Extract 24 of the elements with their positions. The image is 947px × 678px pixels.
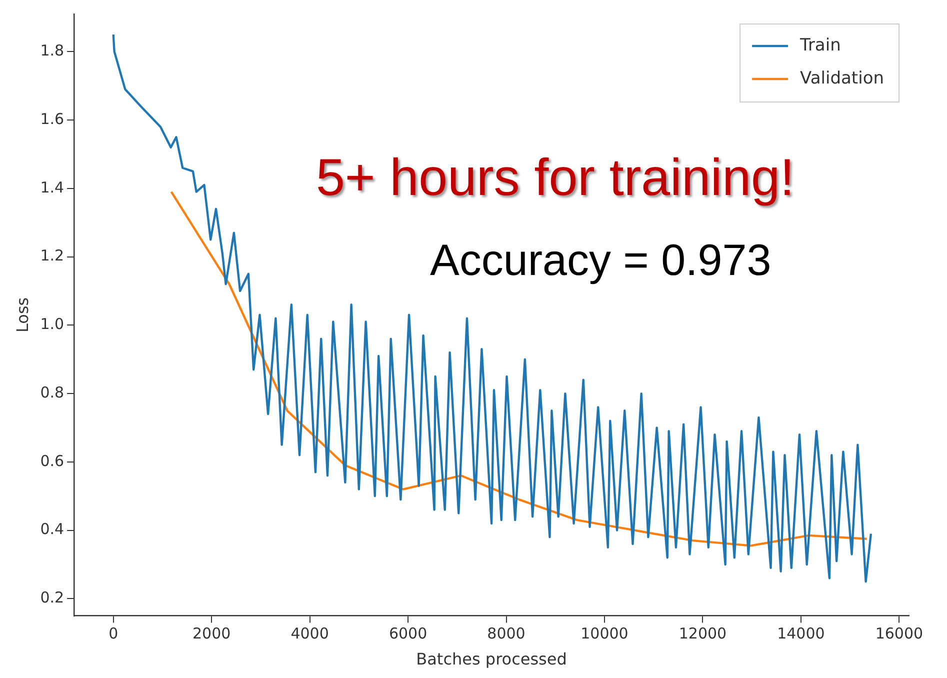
- legend-label: Validation: [800, 68, 884, 88]
- y-tick-label: 0.2: [40, 588, 64, 607]
- y-tick-label: 1.6: [40, 110, 64, 128]
- x-tick-label: 16000: [875, 624, 924, 643]
- x-tick-label: 0: [108, 624, 118, 643]
- y-tick-label: 1.4: [40, 178, 64, 196]
- x-tick-label: 8000: [487, 624, 526, 643]
- y-tick-label: 1.2: [40, 246, 64, 265]
- annotation: 5+ hours for training!: [316, 148, 794, 208]
- x-tick-label: 4000: [290, 624, 329, 643]
- y-tick-label: 1.8: [40, 42, 64, 60]
- x-tick-label: 10000: [580, 624, 628, 643]
- y-tick-label: 0.6: [40, 452, 64, 470]
- annotation: Accuracy = 0.973: [430, 236, 772, 286]
- legend-label: Train: [799, 35, 841, 56]
- x-tick-label: 12000: [678, 624, 727, 643]
- y-tick-label: 0.8: [40, 383, 64, 402]
- y-axis-title: Loss: [12, 297, 32, 332]
- x-tick-label: 14000: [777, 624, 825, 643]
- x-tick-label: 6000: [388, 624, 428, 643]
- x-tick-label: 2000: [192, 624, 231, 643]
- y-tick-label: 0.4: [40, 520, 64, 538]
- y-tick-label: 1.0: [40, 315, 64, 334]
- x-axis-title: Batches processed: [416, 650, 567, 669]
